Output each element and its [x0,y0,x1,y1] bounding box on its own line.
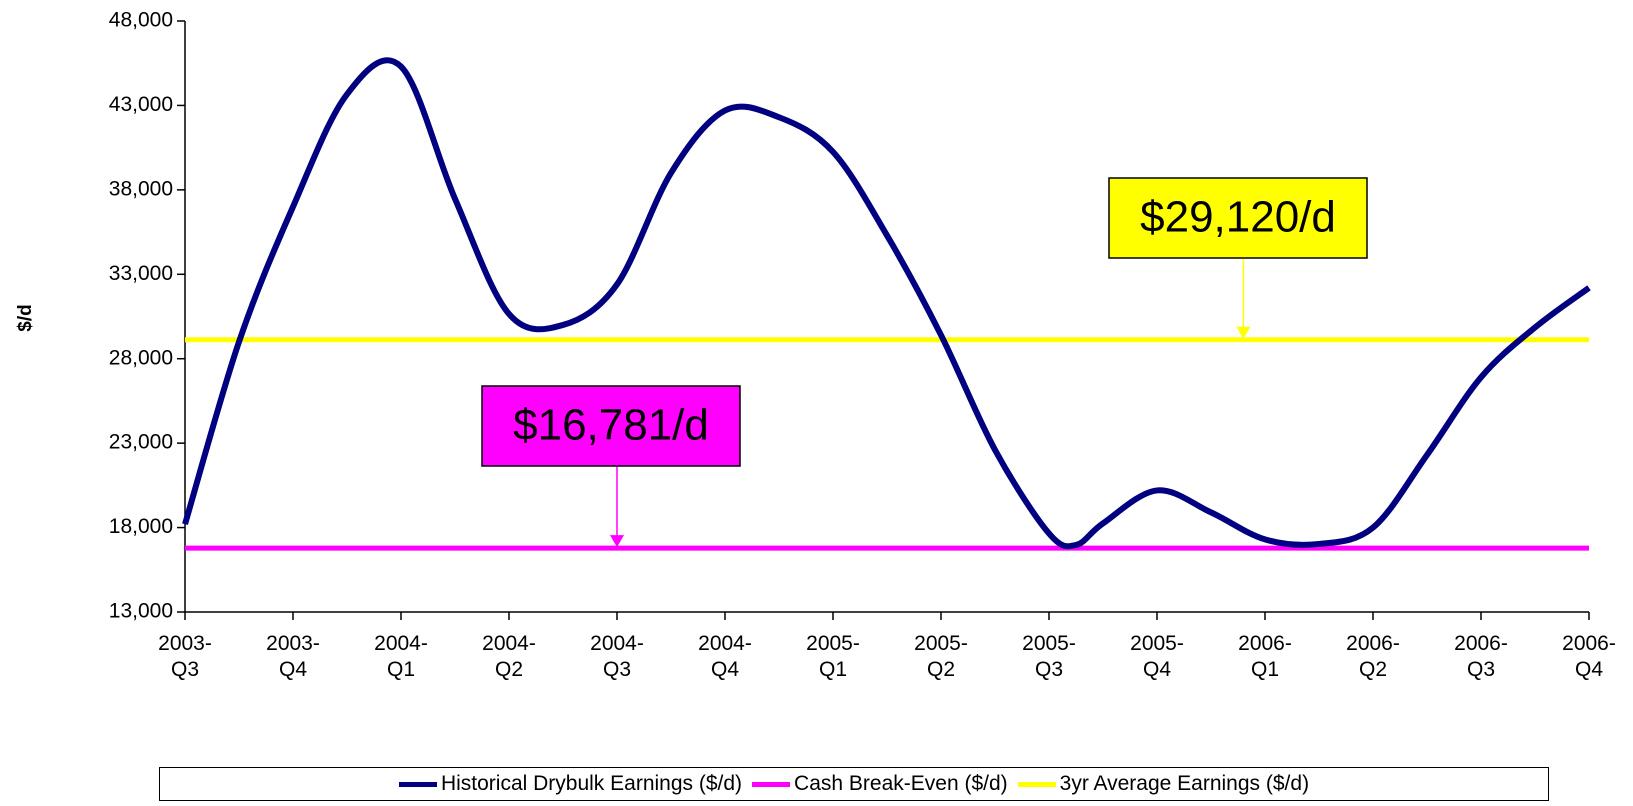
y-tick-label: 48,000 [109,9,173,32]
y-tick-label: 23,000 [109,431,173,454]
legend-swatch [1017,781,1056,787]
x-tick-label: 2004-Q2 [482,632,536,681]
legend-label: 3yr Average Earnings ($/d) [1059,772,1310,795]
x-tick-label: 2006-Q3 [1454,632,1508,681]
annotation-arrowhead [610,535,624,548]
x-tick-label: 2003-Q4 [266,632,320,681]
y-tick-label: 18,000 [109,515,173,538]
legend: Historical Drybulk Earnings ($/d) Cash Br… [159,767,1549,801]
annotation-box [1108,177,1368,259]
annotation-text: $29,120/d [1140,193,1336,242]
x-tick-label: 2004-Q4 [698,632,752,681]
series-line [182,57,1591,550]
legend-item: Historical Drybulk Earnings ($/d) [398,772,743,796]
x-tick-label: 2005-Q2 [914,632,968,681]
legend-item: Cash Break-Even ($/d) [752,772,1008,796]
y-tick-label: 13,000 [109,600,173,623]
x-tick-label: 2005-Q1 [806,632,860,681]
legend-item: 3yr Average Earnings ($/d) [1017,772,1310,796]
legend-label: Historical Drybulk Earnings ($/d) [440,772,743,795]
y-tick-label: 38,000 [109,177,173,200]
x-tick-label: 2006-Q4 [1562,632,1616,681]
annotation-arrowhead [1236,326,1251,339]
y-axis-label: $/d [15,304,36,331]
x-tick-label: 2006-Q1 [1238,632,1292,681]
x-tick-label: 2005-Q3 [1022,632,1076,681]
annotation-text: $16,781/d [513,401,709,450]
y-tick-label: 33,000 [109,262,173,285]
x-tick-label: 2004-Q3 [590,632,644,681]
y-tick-label: 28,000 [109,346,173,369]
x-tick-label: 2003-Q3 [158,632,212,681]
x-tick-label: 2005-Q4 [1130,632,1184,681]
legend-swatch [752,781,791,787]
y-tick-label: 43,000 [109,93,173,116]
legend-swatch [398,781,437,787]
x-tick-label: 2004-Q1 [374,632,428,681]
legend-label: Cash Break-Even ($/d) [794,772,1008,795]
x-tick-label: 2006-Q2 [1346,632,1400,681]
annotation-box [481,385,741,467]
